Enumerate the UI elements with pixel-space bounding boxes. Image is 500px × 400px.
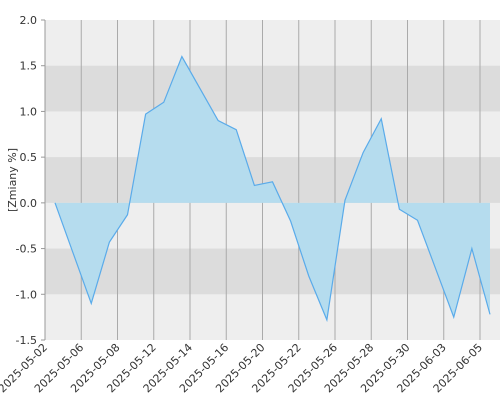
y-tick-label: 0.5 [20,151,38,164]
y-tick-label: -1.5 [16,334,37,347]
y-tick-label: 0.0 [20,197,38,210]
area-line [54,55,491,323]
y-tick-label: 2.0 [20,14,38,27]
y-axis-label: [Zmiany %] [6,148,19,212]
y-tick-label: 1.5 [20,60,38,73]
y-tick-label: -1.0 [16,288,37,301]
y-tick-label: -0.5 [16,243,37,256]
grid-band [45,248,500,295]
y-tick-label: 1.0 [20,105,38,118]
grid-band [45,65,500,112]
area-fill [55,56,490,320]
